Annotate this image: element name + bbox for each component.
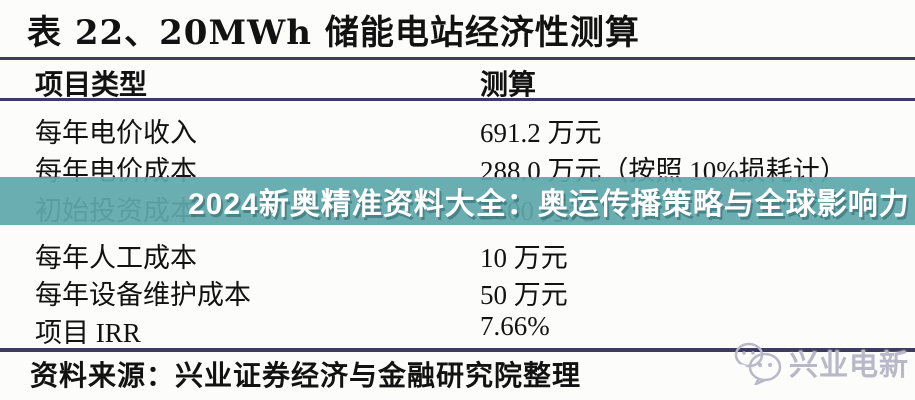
wechat-bubbles-icon bbox=[733, 341, 785, 385]
row-value: 50 万元 bbox=[480, 280, 568, 310]
table-bottom-line bbox=[0, 348, 915, 352]
watermark-label: 兴业电新 bbox=[788, 350, 909, 382]
row-label: 项目 IRR bbox=[35, 318, 141, 348]
row-label: 每年人工成本 bbox=[35, 243, 197, 273]
table-title: 表 22、20MWh 储能电站经济性测算 bbox=[27, 13, 640, 53]
source-note: 资料来源：兴业证券经济与金融研究院整理 bbox=[30, 361, 582, 392]
row-value: 691.2 万元 bbox=[480, 118, 602, 148]
title-divider-line bbox=[0, 57, 915, 60]
watermark: 兴业电新 bbox=[733, 341, 909, 385]
row-label: 每年电价收入 bbox=[35, 118, 197, 148]
ad-overlay-banner[interactable]: 2024新奥精准资料大全：奥运传播策略与全球影响力 bbox=[0, 177, 915, 225]
row-label: 每年设备维护成本 bbox=[35, 280, 251, 310]
row-value: 7.66% bbox=[480, 311, 550, 341]
header-divider-line bbox=[0, 98, 915, 101]
column-header-item-type: 项目类型 bbox=[35, 70, 148, 101]
row-value: 10 万元 bbox=[480, 243, 568, 273]
ad-banner-text: 2024新奥精准资料大全：奥运传播策略与全球影响力 bbox=[188, 188, 910, 221]
column-header-estimate: 测算 bbox=[480, 70, 537, 101]
